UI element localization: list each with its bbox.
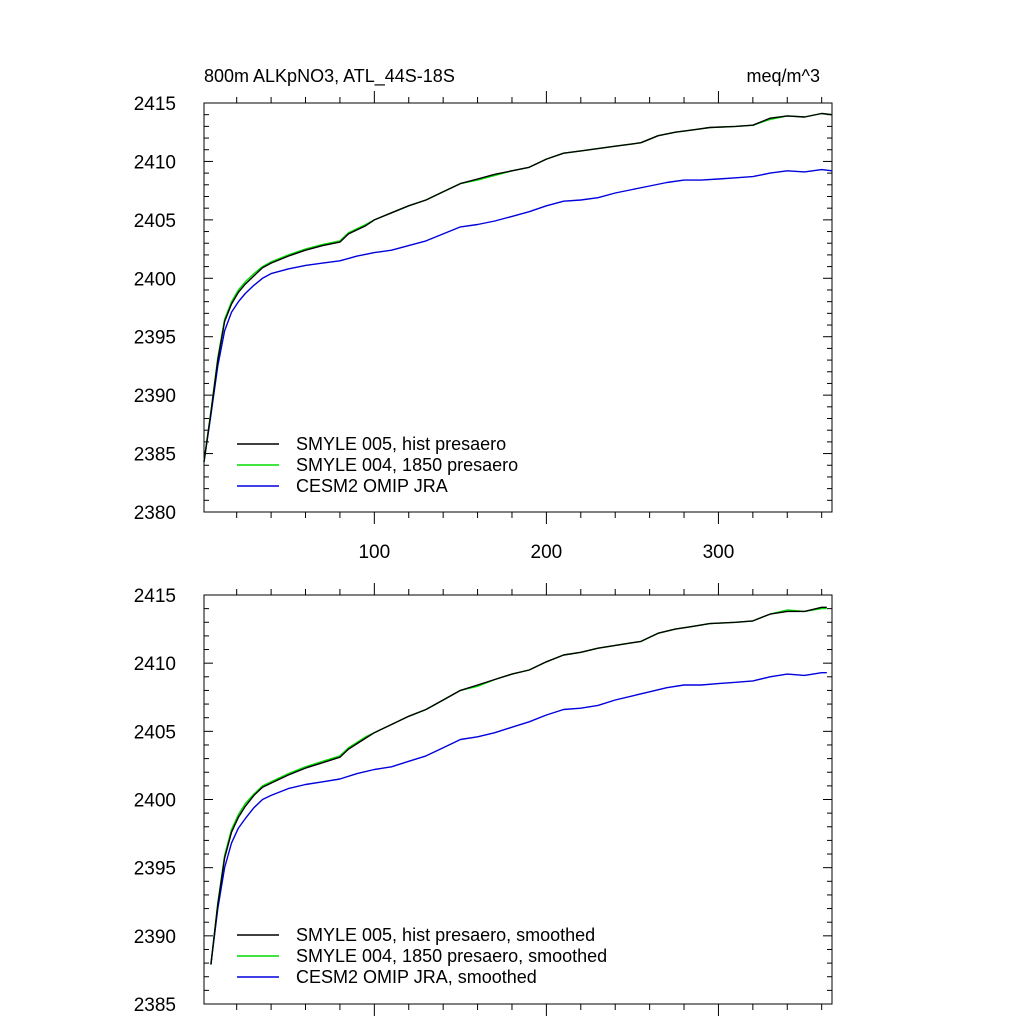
- panel-1-plot-frame: [203, 102, 833, 513]
- panel-2-series-line-3: [210, 672, 827, 965]
- panel-1-y-tick-label: 2410: [134, 152, 176, 173]
- units-label: meq/m^3: [747, 66, 820, 86]
- panel-1-x-tick-label: 300: [703, 542, 735, 563]
- panel-2-y-tick-label: 2390: [134, 927, 176, 948]
- panel-1-legend-label-2: SMYLE 004, 1850 presaero: [296, 455, 518, 475]
- panel-1-x-tick-label: 200: [531, 542, 563, 563]
- panel-2-y-tick-label: 2405: [134, 722, 176, 743]
- panel-1-series-line-2: [203, 112, 833, 462]
- panel-2-legend-label-3: CESM2 OMIP JRA, smoothed: [296, 967, 537, 987]
- panel-1-series-line-3: [203, 168, 833, 462]
- panel-1-legend-label-1: SMYLE 005, hist presaero: [296, 434, 506, 454]
- chart-title: 800m ALKpNO3, ATL_44S-18S: [204, 66, 455, 87]
- panel-2-series-line-1: [210, 606, 827, 965]
- panel-2-y-tick-label: 2415: [134, 586, 176, 607]
- panel-2-y-tick-label: 2395: [134, 859, 176, 880]
- panel-2-y-tick-label: 2400: [134, 791, 176, 812]
- panel-1-series-line-1: [203, 112, 833, 462]
- panel-2-y-tick-label: 2410: [134, 654, 176, 675]
- panel-2-legend-label-1: SMYLE 005, hist presaero, smoothed: [296, 925, 595, 945]
- panel-1-y-tick-label: 2415: [134, 94, 176, 115]
- panel-1-x-tick-label: 100: [358, 542, 390, 563]
- panel-1-legend-label-3: CESM2 OMIP JRA: [296, 476, 448, 496]
- panel-1-y-tick-label: 2390: [134, 386, 176, 407]
- panel-1-y-tick-label: 2405: [134, 211, 176, 232]
- panel-2-legend-label-2: SMYLE 004, 1850 presaero, smoothed: [296, 946, 607, 966]
- panel-1-y-tick-label: 2400: [134, 269, 176, 290]
- panel-2-y-tick-label: 2385: [134, 995, 176, 1016]
- panel-1-y-tick-label: 2385: [134, 445, 176, 466]
- panel-1-y-tick-label: 2380: [134, 503, 176, 524]
- panel-1-y-tick-label: 2395: [134, 328, 176, 349]
- panel-2-series-line-2: [210, 607, 827, 965]
